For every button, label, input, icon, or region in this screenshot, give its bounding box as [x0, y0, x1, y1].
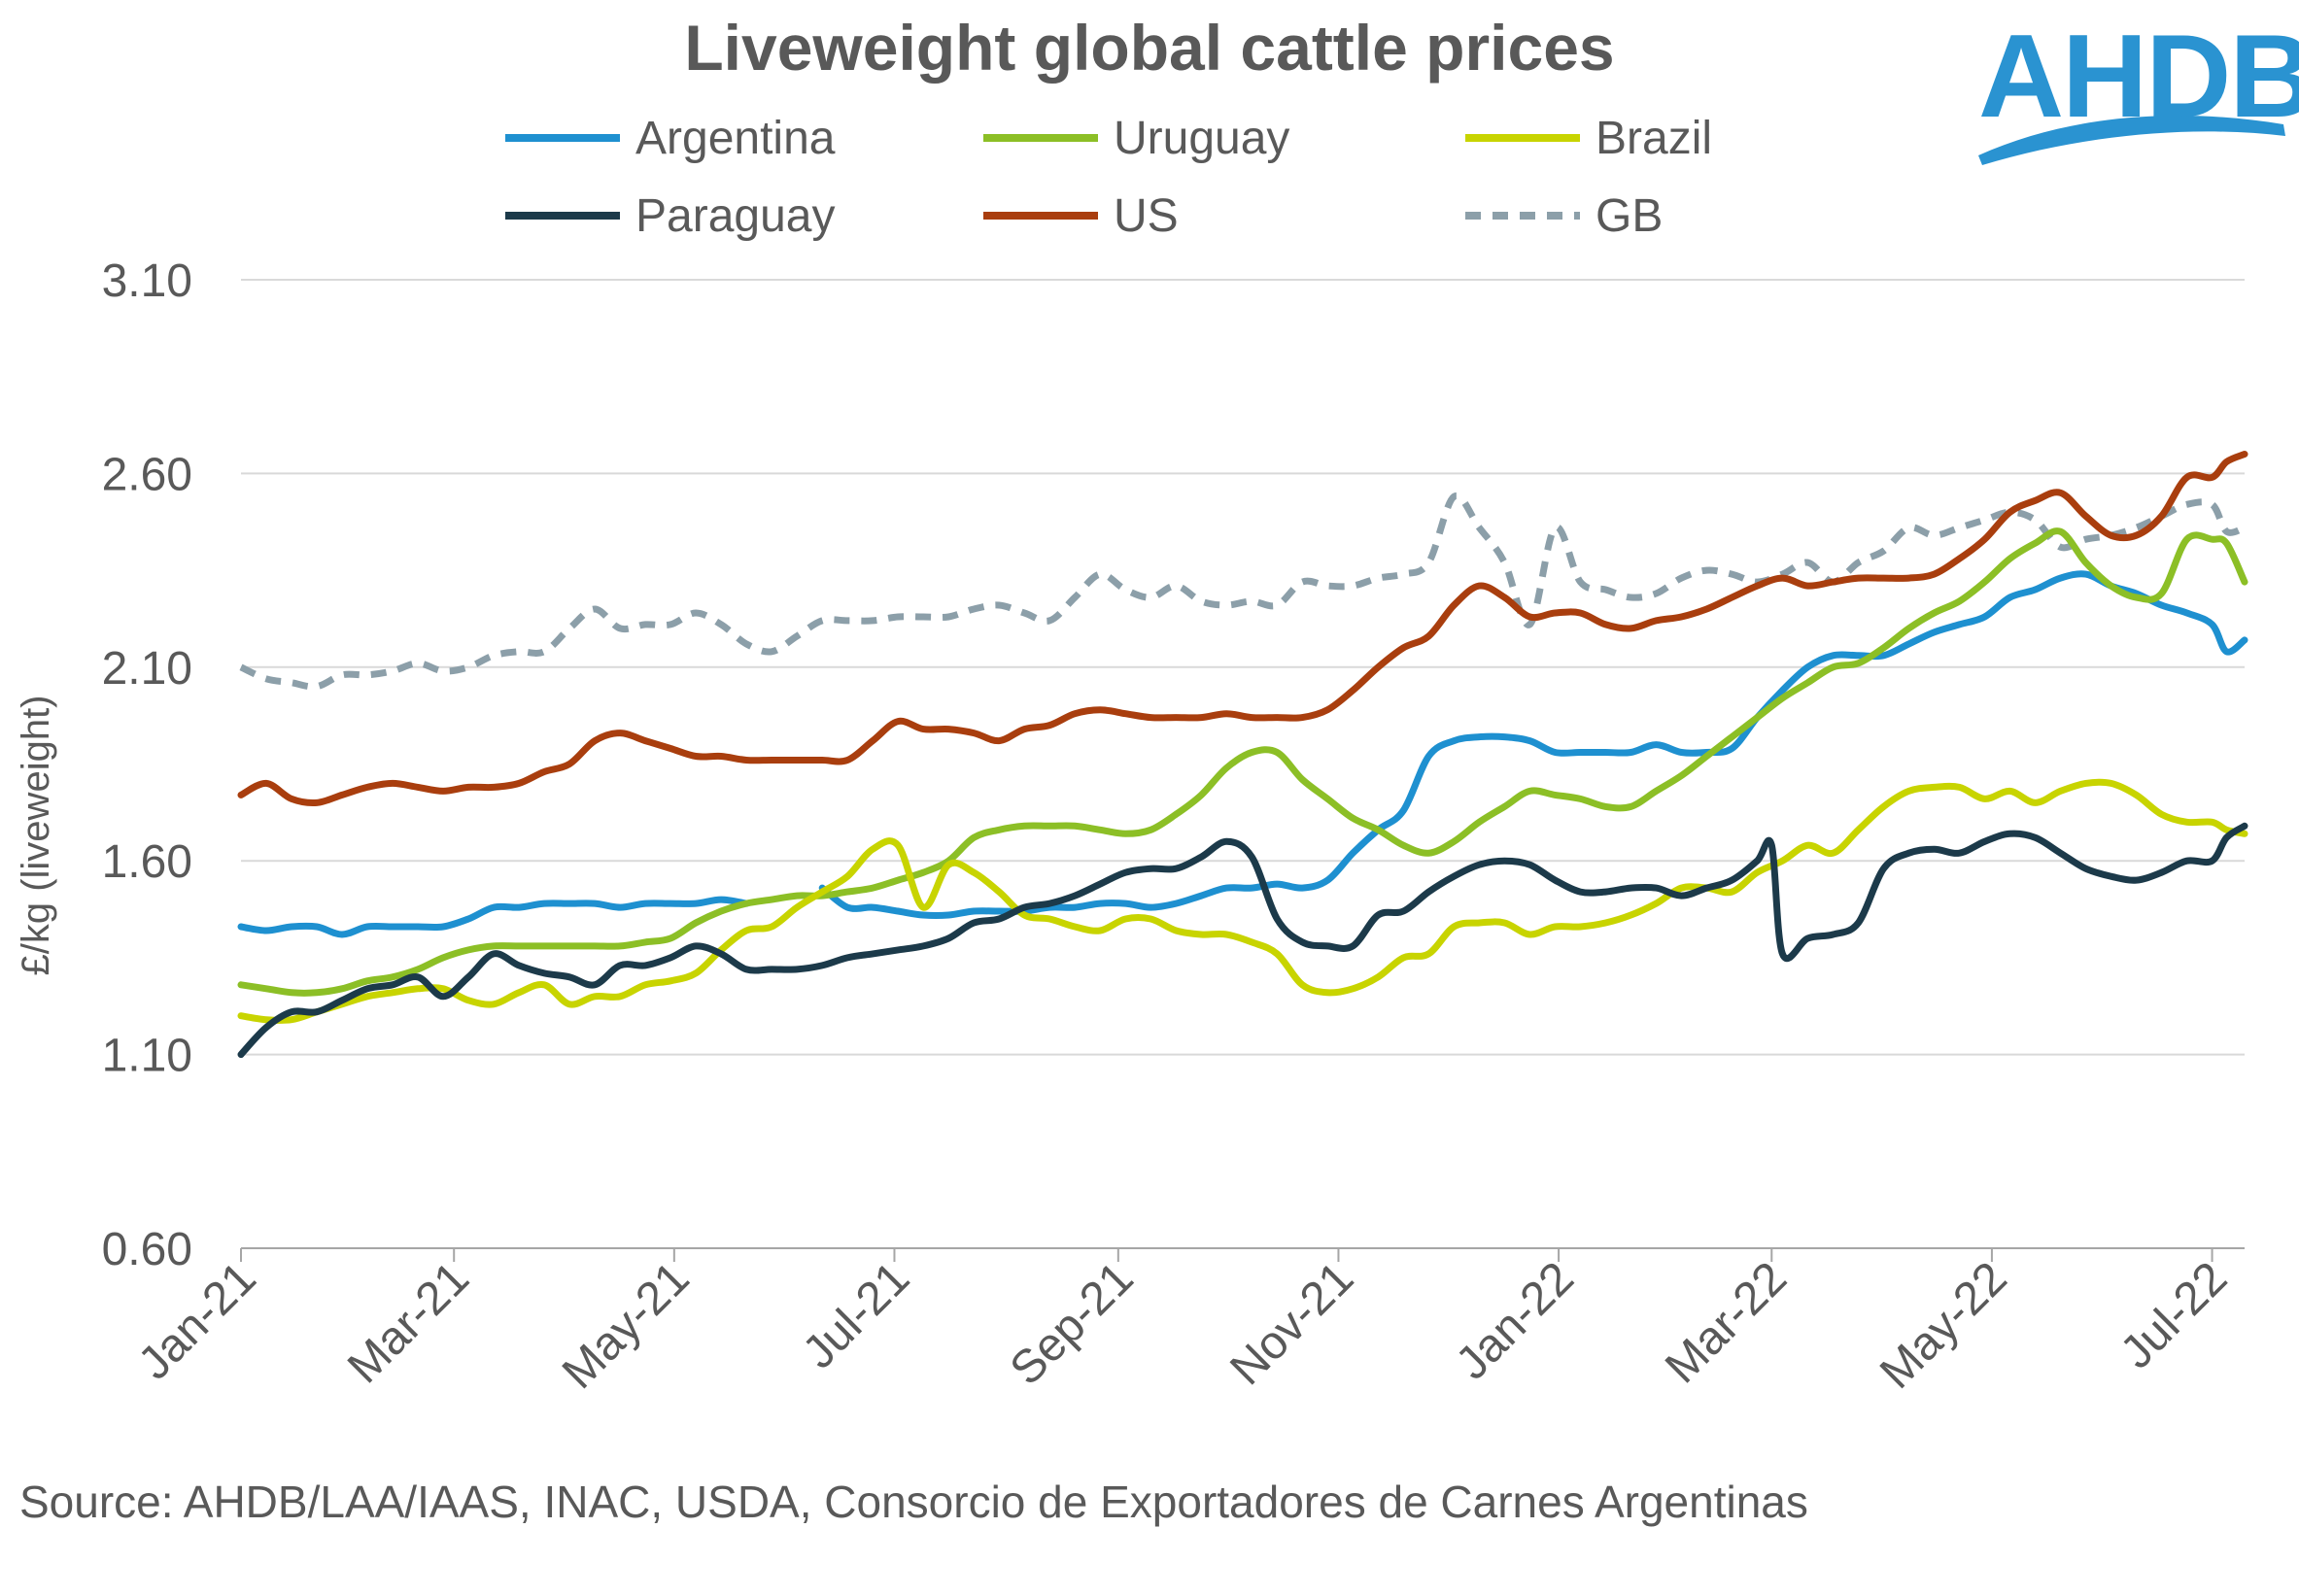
y-tick-label: 2.60 [102, 449, 192, 500]
y-axis-ticks: 0.60 1.10 1.60 2.10 2.60 3.10 [102, 255, 192, 1275]
gridlines [241, 279, 2245, 1056]
logo-swoosh [1978, 115, 2285, 165]
x-tick-label: May-21 [553, 1252, 700, 1399]
y-axis-label: £/kg (liveweight) [15, 695, 57, 975]
legend-label-paraguay: Paraguay [635, 190, 835, 242]
x-tick-label: Sep-21 [1001, 1252, 1144, 1395]
x-tick-label: Nov-21 [1220, 1252, 1363, 1395]
series-line-brazil [237, 778, 2248, 1024]
y-tick-label: 1.10 [102, 1031, 192, 1082]
y-tick-label: 0.60 [102, 1224, 192, 1275]
y-tick-label: 2.10 [102, 643, 192, 695]
legend-label-brazil: Brazil [1596, 113, 1712, 164]
x-tick-label: Mar-22 [1656, 1252, 1797, 1393]
ahdb-logo: AHDB [1978, 10, 2299, 165]
legend-label-gb: GB [1596, 190, 1663, 242]
series-line-argentina [818, 570, 2248, 920]
x-tick-label: May-22 [1870, 1252, 2017, 1399]
series-line-uruguay [237, 527, 2248, 997]
x-tick-label: Jul-21 [793, 1252, 919, 1378]
legend-label-argentina: Argentina [635, 113, 836, 164]
legend-label-us: US [1114, 190, 1179, 242]
legend-label-uruguay: Uruguay [1114, 113, 1289, 164]
chart-title: Liveweight global cattle prices [684, 12, 1614, 84]
series-line-paraguay [237, 822, 2248, 1059]
series-line-us [237, 451, 2248, 807]
x-tick-label: Jul-22 [2110, 1252, 2237, 1378]
x-axis: Jan-21 Mar-21 May-21 Jul-21 Sep-21 Nov-21 Jan-… [129, 1247, 2245, 1399]
y-tick-label: 1.60 [102, 836, 192, 888]
x-tick-label: Mar-21 [338, 1252, 479, 1393]
source-note: Source: AHDB/LAA/IAAS, INAC, USDA, Conso… [19, 1477, 1808, 1527]
y-tick-label: 3.10 [102, 255, 192, 307]
series-line-gb [239, 492, 2247, 691]
legend: Argentina Uruguay Brazil Paraguay US GB [505, 113, 1712, 242]
series-lines [237, 451, 2248, 1059]
series-line-argentina [237, 896, 750, 938]
x-tick-label: Jan-22 [1447, 1252, 1584, 1389]
